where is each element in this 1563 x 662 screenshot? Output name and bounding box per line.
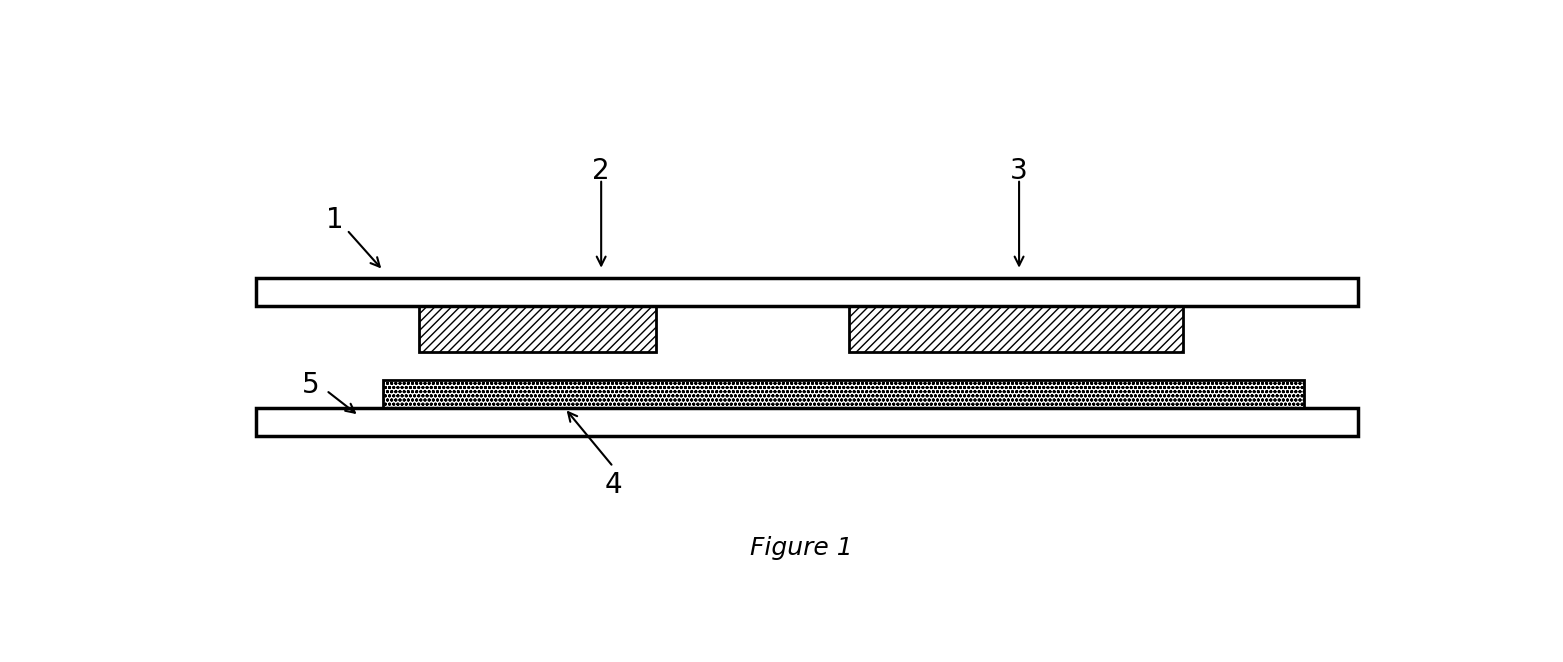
Bar xyxy=(256,278,1358,307)
Text: 3: 3 xyxy=(1010,157,1028,185)
Bar xyxy=(256,408,1358,436)
Text: 2: 2 xyxy=(592,157,610,185)
Bar xyxy=(850,307,1183,352)
Text: 5: 5 xyxy=(302,371,319,399)
Text: 1: 1 xyxy=(325,206,344,234)
Text: 4: 4 xyxy=(605,471,622,498)
Bar xyxy=(419,307,656,352)
Text: Figure 1: Figure 1 xyxy=(750,536,852,561)
Bar xyxy=(383,380,1304,408)
